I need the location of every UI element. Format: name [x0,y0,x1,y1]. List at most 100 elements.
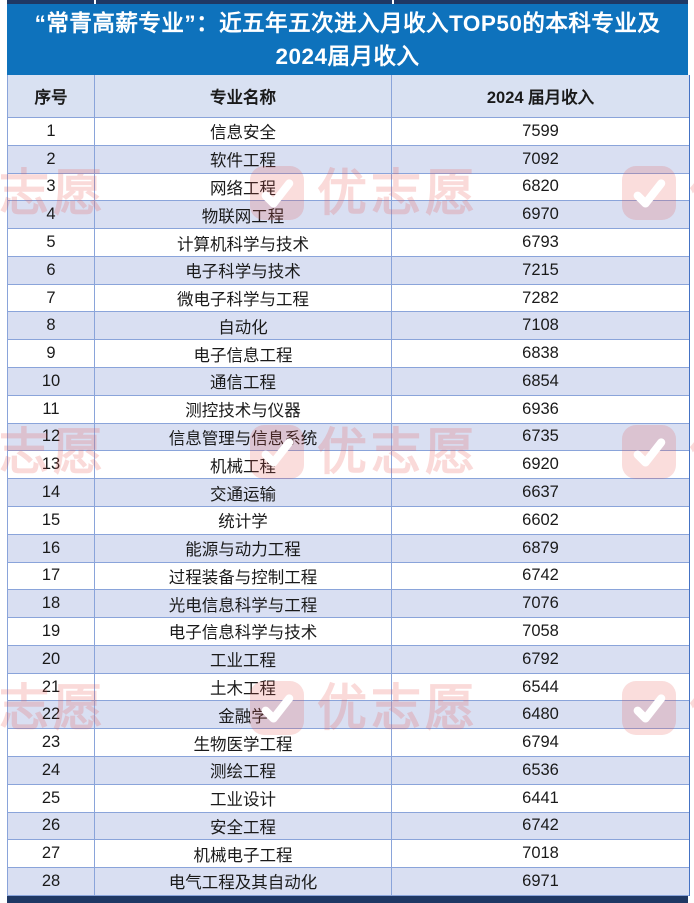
income-value-cell: 7108 [522,316,559,335]
income-value-cell: 7018 [522,844,559,863]
income-value-cell: 6970 [522,205,559,224]
row-index-cell: 15 [8,506,95,534]
table-row: 17 过程装备与控制工程 6742 [8,562,689,591]
page-title: “常青高薪专业”：近五年五次进入月收入TOP50的本科专业及 2024届月收入 [7,4,688,75]
major-name-cell: 电子信息科学与技术 [95,618,392,645]
row-index-cell: 1 [8,118,95,145]
major-name-cell: 软件工程 [95,145,392,173]
income-value-cell: 7092 [522,149,559,168]
row-index-cell: 16 [8,534,95,562]
table-row: 5 计算机科学与技术 6793 [8,229,689,257]
income-value-cell: 6742 [522,566,559,585]
major-name-cell: 工业设计 [95,784,392,812]
row-index-cell: 23 [8,729,95,756]
page-title-line2: 2024届月收入 [275,43,420,69]
income-value-cell: 7599 [522,121,559,140]
row-index-cell: 3 [8,173,95,201]
table-row: 13 机械工程 6920 [8,451,689,480]
income-value-cell: 6602 [522,510,559,529]
column-header-income: 2024 届月收入 [486,89,595,107]
income-value-cell: 6971 [522,871,559,890]
major-name-cell: 土木工程 [95,673,392,701]
income-value-cell: 6544 [522,677,559,696]
major-name-cell: 网络工程 [95,173,392,201]
major-name-cell: 统计学 [95,506,392,534]
major-name-cell: 能源与动力工程 [95,534,392,562]
table-row: 18 光电信息科学与工程 7076 [8,590,689,619]
table-row: 4 物联网工程 6970 [8,201,689,230]
major-name-cell: 机械电子工程 [95,840,392,868]
table-row: 1 信息安全 7599 [8,118,689,146]
table-row: 22 金融学 6480 [8,701,689,730]
table-row: 12 信息管理与信息系统 6735 [8,423,689,452]
top-border-segment [394,0,688,4]
income-value-cell: 6820 [522,177,559,196]
row-index-cell: 12 [8,423,95,451]
row-index-cell: 17 [8,562,95,590]
major-name-cell: 金融学 [95,701,392,729]
table-row: 15 统计学 6602 [8,506,689,535]
row-index-cell: 28 [8,868,95,895]
table-row: 16 能源与动力工程 6879 [8,534,689,563]
table-row: 11 测控技术与仪器 6936 [8,395,689,424]
income-value-cell: 6536 [522,760,559,779]
income-value-cell: 6794 [522,733,559,752]
income-value-cell: 6854 [522,371,559,390]
row-index-cell: 26 [8,812,95,840]
income-value-cell: 7282 [522,288,559,307]
row-index-cell: 20 [8,645,95,673]
table-row: 27 机械电子工程 7018 [8,840,689,869]
table-row: 2 软件工程 7092 [8,145,689,174]
major-name-cell: 测控技术与仪器 [95,395,392,423]
table-row: 9 电子信息工程 6838 [8,340,689,369]
row-index-cell: 22 [8,701,95,729]
major-name-cell: 电气工程及其自动化 [95,868,392,895]
major-name-cell: 过程装备与控制工程 [95,562,392,590]
table-row: 19 电子信息科学与技术 7058 [8,618,689,646]
major-name-cell: 工业工程 [95,645,392,673]
row-index-cell: 27 [8,840,95,868]
table-row: 7 微电子科学与工程 7282 [8,284,689,313]
salary-table: 序号 专业名称 2024 届月收入 1 信息安全 7599 2 软件工程 7092 3 网络工… [7,75,690,896]
row-index-cell: 7 [8,284,95,312]
top-border-segment [96,0,392,4]
table-row: 6 电子科学与技术 7215 [8,256,689,285]
major-name-cell: 测绘工程 [95,756,392,784]
row-index-cell: 14 [8,479,95,506]
table-row: 14 交通运输 6637 [8,479,689,507]
row-index-cell: 21 [8,673,95,701]
top-border-segment [7,0,94,4]
row-index-cell: 25 [8,784,95,812]
income-value-cell: 6637 [522,483,559,502]
income-value-cell: 6742 [522,816,559,835]
table-row: 3 网络工程 6820 [8,173,689,202]
table-row: 10 通信工程 6854 [8,368,689,396]
row-index-cell: 11 [8,395,95,423]
page-title-line1: “常青高薪专业”：近五年五次进入月收入TOP50的本科专业及 [34,10,661,36]
row-index-cell: 9 [8,340,95,368]
major-name-cell: 信息管理与信息系统 [95,423,392,451]
table-row: 28 电气工程及其自动化 6971 [8,868,689,896]
row-index-cell: 4 [8,201,95,229]
row-index-cell: 19 [8,618,95,645]
income-value-cell: 6480 [522,705,559,724]
income-value-cell: 6735 [522,427,559,446]
income-value-cell: 7058 [522,621,559,640]
row-index-cell: 2 [8,145,95,173]
major-name-cell: 物联网工程 [95,201,392,229]
table-bottom-border [7,896,688,903]
major-name-cell: 自动化 [95,312,392,340]
major-name-cell: 机械工程 [95,451,392,479]
income-value-cell: 7076 [522,594,559,613]
table-row: 20 工业工程 6792 [8,645,689,674]
table-row: 26 安全工程 6742 [8,812,689,841]
income-value-cell: 6838 [522,344,559,363]
table-row: 8 自动化 7108 [8,312,689,341]
major-name-cell: 生物医学工程 [95,729,392,756]
income-value-cell: 6920 [522,455,559,474]
major-name-cell: 通信工程 [95,368,392,395]
row-index-cell: 24 [8,756,95,784]
major-name-cell: 光电信息科学与工程 [95,590,392,618]
row-index-cell: 13 [8,451,95,479]
